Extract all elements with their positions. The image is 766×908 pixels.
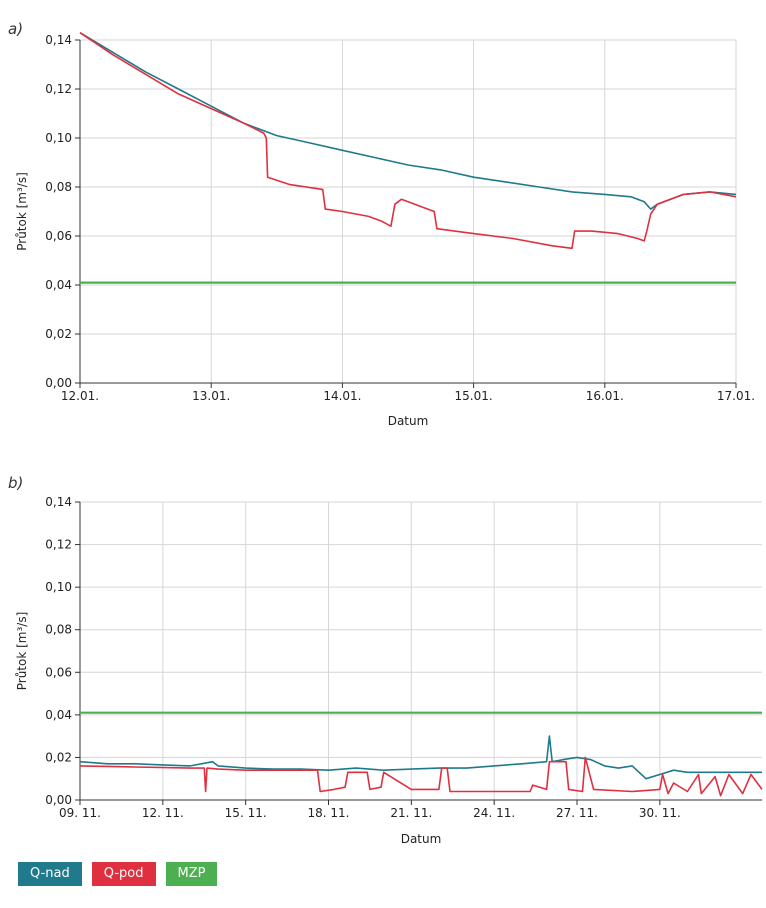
y-tick-label: 0,12 <box>45 538 72 552</box>
chart-b: b) 0,00 0,02 0,04 0,06 0,08 0,10 0,12 0,14 09. 11… <box>8 474 763 846</box>
legend-q-nad: Q-nad <box>18 862 82 886</box>
x-tick-label: 17.01. <box>717 389 755 403</box>
y-tick-label: 0,04 <box>45 708 72 722</box>
x-tick-label: 14.01. <box>323 389 361 403</box>
x-axis-title: Datum <box>401 832 442 846</box>
y-tick-label: 0,08 <box>45 180 72 194</box>
x-tick-label: 12. 11. <box>142 806 184 820</box>
x-tick-label: 09. 11. <box>59 806 101 820</box>
y-tick-label: 0,00 <box>45 376 72 390</box>
x-tick-label: 16.01. <box>586 389 624 403</box>
x-tick-label: 21. 11. <box>390 806 432 820</box>
y-tick-label: 0,00 <box>45 793 72 807</box>
series-q-nad-line <box>79 32 737 210</box>
y-tick-label: 0,08 <box>45 623 72 637</box>
y-tick-label: 0,06 <box>45 229 72 243</box>
x-tick-label: 27. 11. <box>556 806 598 820</box>
x-tick-label: 30. 11. <box>639 806 681 820</box>
x-axis-title: Datum <box>388 414 429 428</box>
x-tick-label: 15.01. <box>455 389 493 403</box>
y-tick-label: 0,10 <box>45 131 72 145</box>
y-tick-label: 0,06 <box>45 665 72 679</box>
series-q-pod-line <box>79 756 763 797</box>
legend: Q-nad Q-pod MZP <box>18 862 218 886</box>
legend-q-pod: Q-pod <box>91 862 156 886</box>
y-tick-label: 0,02 <box>45 750 72 764</box>
x-tick-label: 12.01. <box>61 389 99 403</box>
x-tick-label: 13.01. <box>192 389 230 403</box>
y-axis-title: Průtok [m³/s] <box>15 172 29 251</box>
x-tick-label: 24. 11. <box>473 806 515 820</box>
y-tick-label: 0,14 <box>45 33 72 47</box>
y-tick-label: 0,04 <box>45 278 72 292</box>
panel-label: b) <box>8 474 23 492</box>
series-q-pod-line <box>79 32 737 250</box>
y-tick-label: 0,02 <box>45 327 72 341</box>
legend-mzp: MZP <box>165 862 218 886</box>
chart-a: a) 0,00 0,02 0,04 0,06 0,08 0,10 0,12 0,14 12.01.… <box>8 20 755 428</box>
y-tick-label: 0,12 <box>45 82 72 96</box>
x-tick-label: 18. 11. <box>308 806 350 820</box>
y-tick-label: 0,10 <box>45 580 72 594</box>
y-axis-title: Průtok [m³/s] <box>15 612 29 691</box>
series-q-nad-line <box>79 735 762 780</box>
panel-label: a) <box>8 20 23 38</box>
y-tick-label: 0,14 <box>45 495 72 509</box>
x-tick-label: 15. 11. <box>225 806 267 820</box>
